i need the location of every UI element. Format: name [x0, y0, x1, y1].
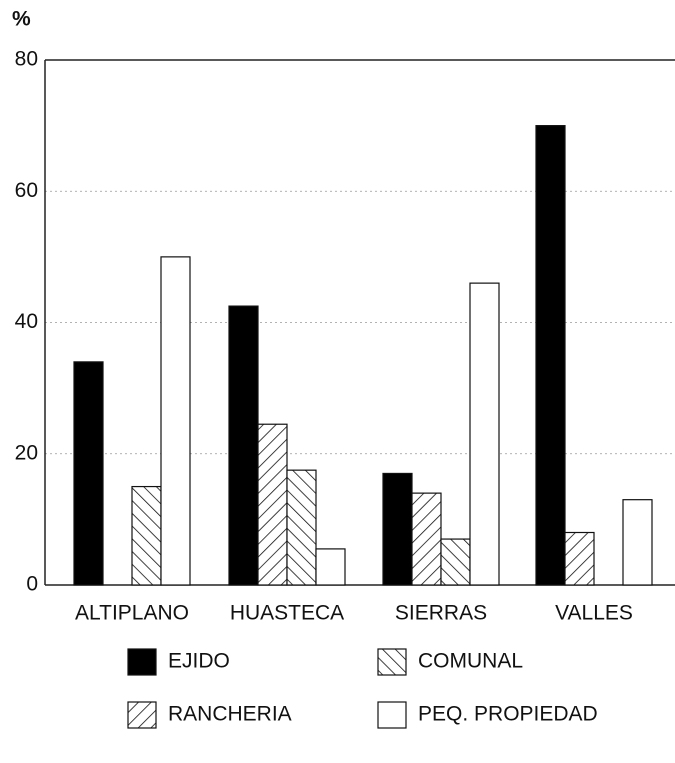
- legend-label: RANCHERIA: [168, 703, 292, 726]
- legend-label: PEQ. PROPIEDAD: [418, 703, 598, 726]
- bar: [315, 548, 346, 586]
- legend-label: EJIDO: [168, 650, 230, 673]
- bar: [535, 125, 566, 586]
- y-tick-label: 80: [15, 48, 38, 71]
- bar: [228, 305, 259, 586]
- x-tick-label: ALTIPLANO: [75, 602, 189, 625]
- y-tick-label: 20: [15, 441, 38, 464]
- bar: [257, 423, 288, 586]
- x-tick-label: SIERRAS: [395, 602, 487, 625]
- bar: [564, 531, 595, 586]
- bar: [411, 492, 442, 586]
- x-tick-label: VALLES: [555, 602, 633, 625]
- y-tick-label: 60: [15, 179, 38, 202]
- legend-swatch: [377, 701, 407, 729]
- legend-swatch: [127, 648, 157, 676]
- bar: [131, 485, 162, 586]
- y-tick-label: 40: [15, 310, 38, 333]
- bar: [160, 256, 191, 586]
- y-axis-label: %: [12, 8, 31, 31]
- bar: [286, 469, 317, 586]
- bar: [73, 361, 104, 586]
- bar: [622, 499, 653, 586]
- bar: [440, 538, 471, 586]
- x-tick-label: HUASTECA: [230, 602, 344, 625]
- bar: [469, 282, 500, 586]
- legend-swatch: [377, 648, 407, 676]
- bar: [382, 472, 413, 586]
- legend-label: COMUNAL: [418, 650, 523, 673]
- y-tick-label: 0: [26, 573, 38, 596]
- legend-swatch: [127, 701, 157, 729]
